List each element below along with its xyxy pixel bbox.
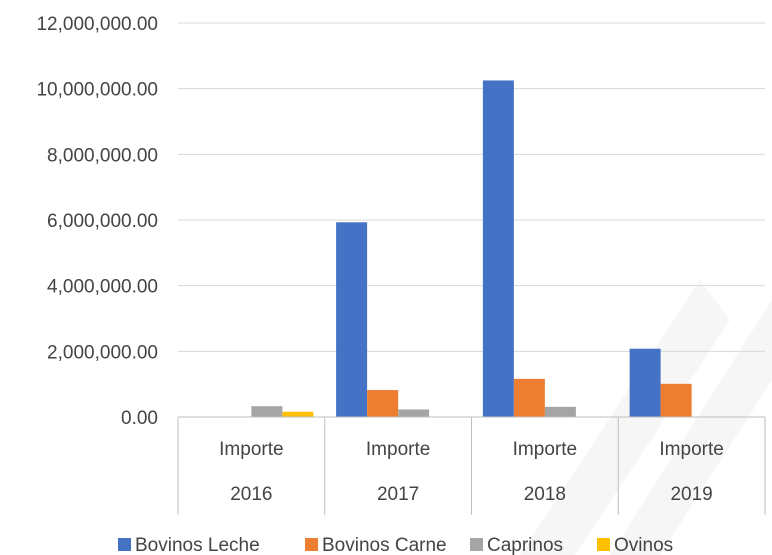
y-tick-label: 10,000,000.00 (36, 80, 158, 101)
legend: Bovinos Leche Bovinos Carne Caprinos Ovinos (118, 535, 673, 555)
x-category-sublabel: 2019 (670, 484, 712, 505)
bar-caprinos (251, 406, 283, 417)
x-category-label: Importe (366, 439, 430, 460)
legend-label: Ovinos (614, 535, 673, 555)
x-category-sublabel: 2018 (524, 484, 566, 505)
bar-ovinos (282, 411, 314, 417)
y-tick-label: 8,000,000.00 (47, 145, 158, 166)
legend-swatch (597, 538, 610, 551)
bar-bovinos-leche (336, 222, 368, 417)
x-category-sublabel: 2017 (377, 484, 419, 505)
x-category-sublabel: 2016 (230, 484, 272, 505)
y-tick-label: 12,000,000.00 (36, 14, 158, 35)
y-axis-tick-labels: 0.00 2,000,000.00 4,000,000.00 6,000,000.00… (36, 14, 158, 429)
legend-swatch (305, 538, 318, 551)
y-tick-label: 2,000,000.00 (47, 342, 158, 363)
y-tick-label: 4,000,000.00 (47, 277, 158, 298)
bar-caprinos (544, 406, 576, 417)
bars (251, 80, 692, 417)
bar-bovinos-carne (660, 383, 692, 417)
x-axis: Importe 2016 Importe 2017 Importe 2018 Importe… (177, 416, 766, 515)
legend-swatch (470, 538, 483, 551)
y-tick-label: 6,000,000.00 (47, 211, 158, 232)
y-tick-label: 0.00 (121, 408, 158, 429)
bar-bovinos-carne (367, 390, 399, 417)
bar-bovinos-leche (482, 80, 514, 417)
x-category-label: Importe (219, 439, 283, 460)
legend-label: Caprinos (487, 535, 563, 555)
x-category-label: Importe (659, 439, 723, 460)
x-category-label: Importe (513, 439, 577, 460)
legend-label: Bovinos Carne (322, 535, 447, 555)
bar-bovinos-carne (513, 378, 545, 417)
legend-label: Bovinos Leche (135, 535, 260, 555)
watermark-stripe (610, 300, 772, 555)
bar-bovinos-leche (629, 348, 661, 417)
bar-caprinos (398, 409, 430, 417)
legend-swatch (118, 538, 131, 551)
